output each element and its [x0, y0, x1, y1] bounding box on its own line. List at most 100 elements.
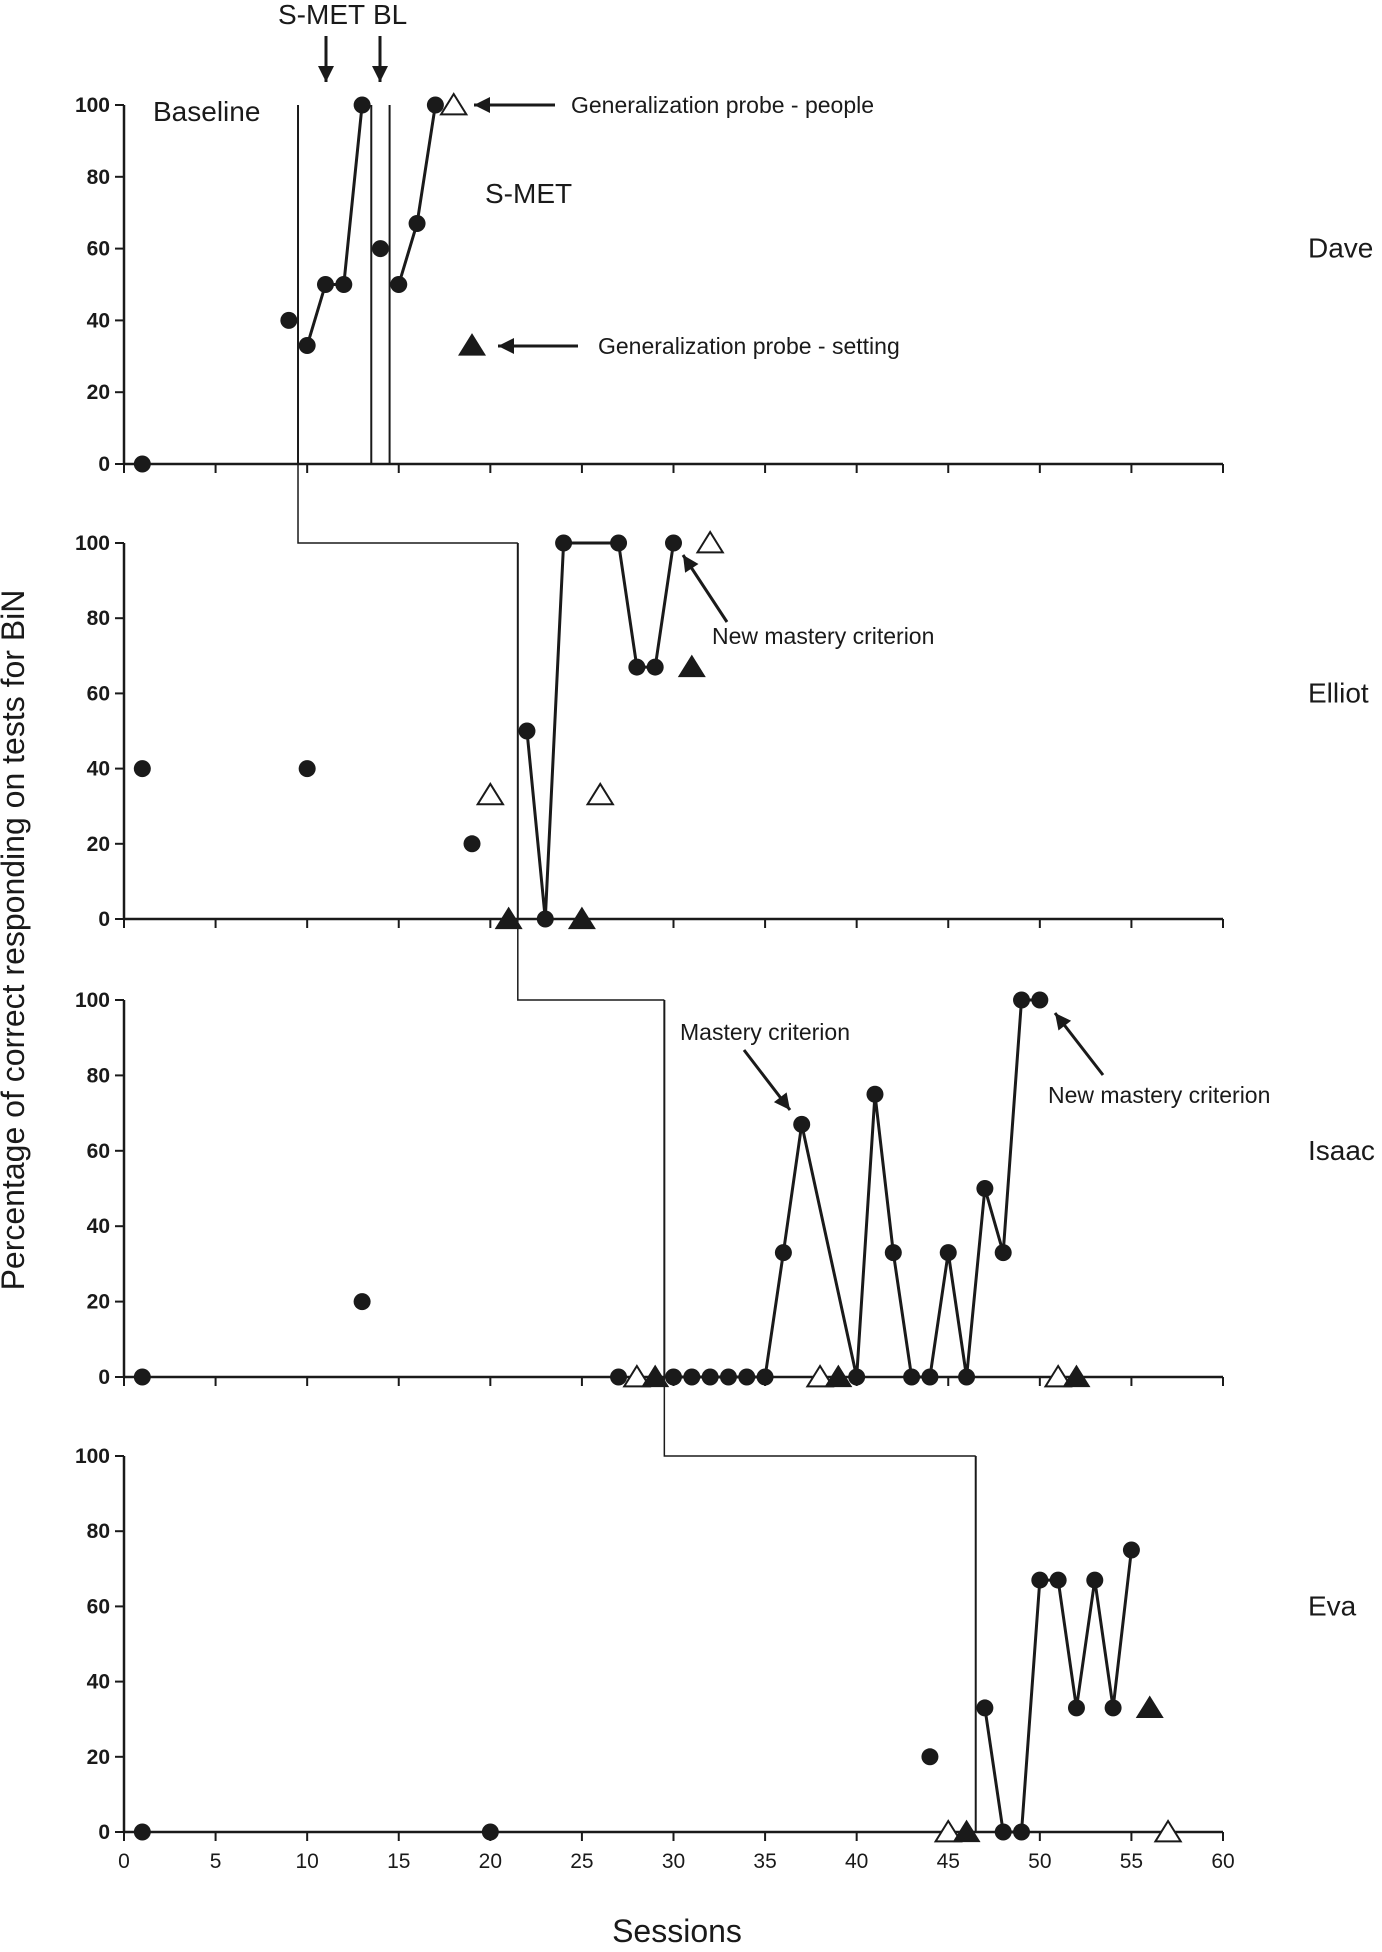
isaac-test-point: [939, 1244, 957, 1262]
eva-test-point: [1086, 1571, 1104, 1589]
elliot-y-tick-label: 100: [75, 532, 110, 555]
phase-label-top-smet: S-MET: [278, 0, 365, 30]
eva-test-point: [1013, 1823, 1031, 1841]
arrow-elliot-new-mastery-head: [683, 555, 699, 573]
elliot-test-point: [536, 910, 554, 928]
series-layer: [133, 92, 1183, 1843]
isaac-y-tick-label: 20: [87, 1291, 110, 1314]
isaac-test-point: [1031, 991, 1049, 1009]
eva-y-tick-label: 80: [87, 1520, 110, 1543]
eva-test-point: [921, 1748, 939, 1766]
x-tick-label: 5: [210, 1850, 222, 1873]
annotation-probe-setting: Generalization probe - setting: [598, 333, 900, 359]
dave-test-point: [133, 455, 151, 473]
isaac-test-point: [756, 1368, 774, 1386]
elliot-test-point: [298, 760, 316, 778]
eva-test-point: [1031, 1571, 1049, 1589]
elliot-y-tick-label: 80: [87, 607, 110, 630]
isaac-test-point: [353, 1293, 371, 1311]
x-tick-label: 55: [1120, 1850, 1143, 1873]
dave-test-point: [353, 96, 371, 114]
annotation-isaac-new-mastery: New mastery criterion: [1048, 1082, 1270, 1108]
arrow-top-smet-head: [318, 66, 334, 82]
x-tick-label: 10: [295, 1850, 318, 1873]
x-tick-label: 30: [662, 1850, 685, 1873]
eva-test-point: [133, 1823, 151, 1841]
isaac-probe-setting-point: [641, 1364, 670, 1388]
elliot-test-point: [665, 534, 682, 552]
elliot-test-point: [133, 760, 151, 778]
isaac-test-point: [903, 1368, 921, 1386]
isaac-test-point: [793, 1115, 811, 1133]
dave-test-point: [390, 276, 408, 293]
isaac-test-point: [958, 1368, 976, 1386]
isaac-test-point: [866, 1085, 884, 1103]
isaac-probe-setting-point: [1062, 1364, 1091, 1388]
isaac-y-tick-label: 0: [98, 1366, 110, 1389]
elliot-probe-people-point: [475, 782, 505, 806]
staircase-connector: [297, 464, 518, 544]
dave-y-tick-label: 20: [87, 381, 110, 404]
dave-test-line: [305, 104, 364, 346]
elliot-test-point: [646, 658, 664, 676]
elliot-y-tick-label: 20: [87, 833, 110, 856]
elliot-y-tick-label: 40: [87, 758, 110, 781]
dave-y-tick-label: 80: [87, 166, 110, 189]
isaac-test-point: [133, 1368, 151, 1386]
dave-test-point: [280, 311, 298, 329]
eva-test-point: [994, 1823, 1012, 1841]
dave-test-line: [397, 104, 437, 285]
eva-probe-setting-point: [1135, 1695, 1164, 1719]
arrow-top-bl-head: [372, 66, 388, 82]
isaac-probe-setting-point: [824, 1364, 853, 1388]
isaac-test-point: [701, 1368, 719, 1386]
eva-test-point: [976, 1699, 994, 1717]
x-tick-label: 40: [845, 1850, 868, 1873]
phase-label-top-bl: BL: [373, 0, 407, 30]
eva-test-point: [1067, 1699, 1085, 1717]
isaac-probe-people-point: [622, 1364, 652, 1388]
arrow-isaac-mastery-head: [773, 1092, 790, 1110]
x-axis-title: Sessions: [612, 1913, 742, 1947]
dave-test-point: [408, 214, 426, 232]
isaac-y-tick-label: 40: [87, 1215, 110, 1238]
eva-y-tick-label: 100: [75, 1445, 110, 1468]
isaac-test-point: [719, 1368, 737, 1386]
staircase-connector: [517, 919, 665, 1001]
dave-y-tick-label: 100: [75, 94, 110, 117]
eva-y-tick-label: 60: [87, 1595, 110, 1618]
eva-y-tick-label: 20: [87, 1746, 110, 1769]
annotation-elliot-new-mastery: New mastery criterion: [712, 623, 934, 649]
elliot-probe-people-point: [585, 782, 615, 806]
isaac-y-tick-label: 80: [87, 1064, 110, 1087]
dave-probe-people-point: [439, 92, 469, 116]
isaac-test-point: [1013, 991, 1031, 1009]
dave-test-point: [335, 276, 353, 293]
isaac-y-tick-label: 60: [87, 1140, 110, 1163]
elliot-test-point: [518, 722, 536, 740]
eva-test-point: [1122, 1541, 1140, 1559]
elliot-probe-setting-point: [677, 654, 706, 678]
isaac-probe-people-point: [1043, 1364, 1073, 1388]
staircase-connector: [663, 1377, 976, 1457]
eva-probe-people-point: [1153, 1819, 1183, 1843]
x-tick-label: 25: [570, 1850, 593, 1873]
participant-label-eva: Eva: [1308, 1590, 1357, 1621]
participant-label-isaac: Isaac: [1308, 1135, 1375, 1166]
elliot-test-point: [555, 534, 573, 552]
annotation-probe-people: Generalization probe - people: [571, 92, 874, 118]
eva-test-point: [1104, 1699, 1122, 1717]
dave-y-tick-label: 40: [87, 309, 110, 332]
dave-test-point: [426, 96, 444, 114]
isaac-test-point: [994, 1244, 1012, 1262]
x-tick-label: 60: [1211, 1850, 1234, 1873]
participant-label-dave: Dave: [1308, 233, 1373, 264]
axes-layer: 0204060801000204060801000204060801000204…: [75, 94, 1235, 1873]
elliot-test-point: [463, 835, 481, 853]
participant-label-elliot: Elliot: [1308, 677, 1369, 708]
y-axis-title: Percentage of correct responding on test…: [0, 590, 31, 1291]
eva-y-tick-label: 40: [87, 1671, 110, 1694]
elliot-test-point: [610, 534, 628, 552]
